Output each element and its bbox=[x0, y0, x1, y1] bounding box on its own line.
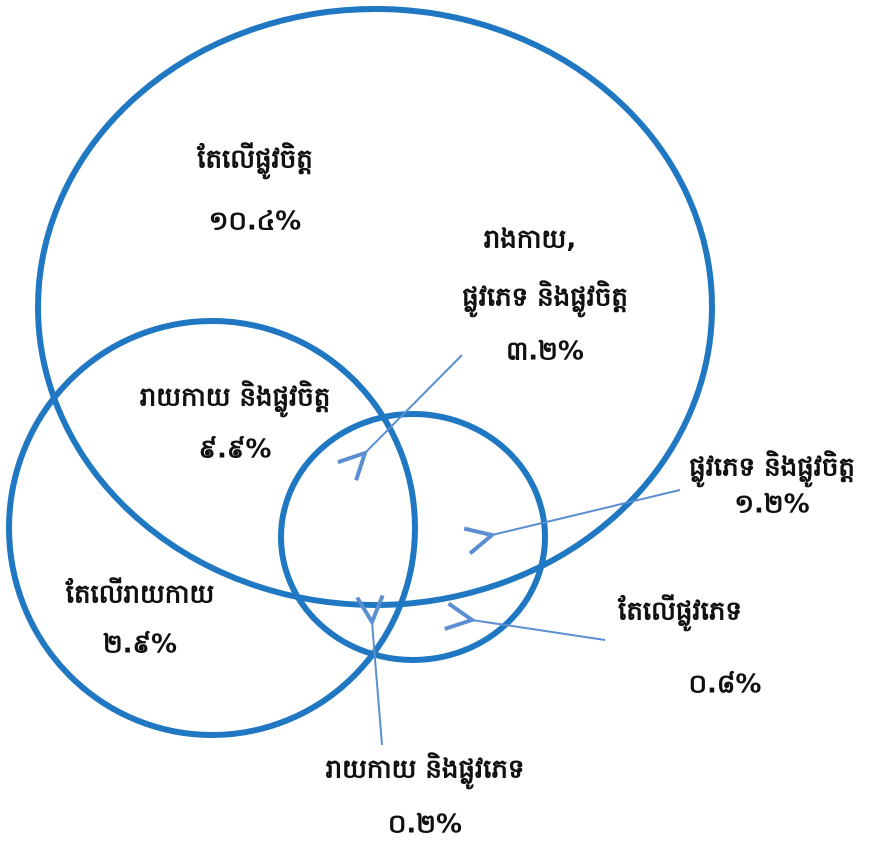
region-label: តែលើរាយកាយ bbox=[65, 577, 215, 610]
region-label: រាយកាយ និងផ្លូវចិត្ត bbox=[140, 380, 331, 418]
region-value: ០.៨% bbox=[689, 670, 762, 700]
arrow bbox=[372, 622, 382, 746]
arrow bbox=[365, 354, 463, 453]
arrow bbox=[492, 489, 681, 535]
region-value: ៩.៩% bbox=[199, 435, 272, 465]
region-value: ១.២% bbox=[734, 490, 809, 520]
region-label: រាយកាយ និងផ្លូវភេទ bbox=[326, 752, 525, 790]
region-value: ០.២% bbox=[388, 810, 462, 840]
region-value: ២.៩% bbox=[103, 630, 177, 660]
region-value: ៣.២% bbox=[506, 337, 584, 367]
region-label: រាងកាយ, bbox=[484, 225, 576, 255]
region-label: តែលើផ្លូវភេទ bbox=[617, 594, 742, 632]
region-label: ផ្លូវភេទ និងផ្លូវចិត្ត bbox=[689, 450, 855, 488]
circle-physical bbox=[6, 318, 418, 738]
region-value: ១០.៤% bbox=[209, 207, 301, 237]
circle-sexual bbox=[278, 411, 548, 663]
arrow bbox=[472, 620, 606, 641]
region-label: តែលើផ្លូវចិត្ត bbox=[196, 142, 313, 180]
region-label: ផ្លូវភេទ និងផ្លូវចិត្ត bbox=[462, 280, 628, 318]
